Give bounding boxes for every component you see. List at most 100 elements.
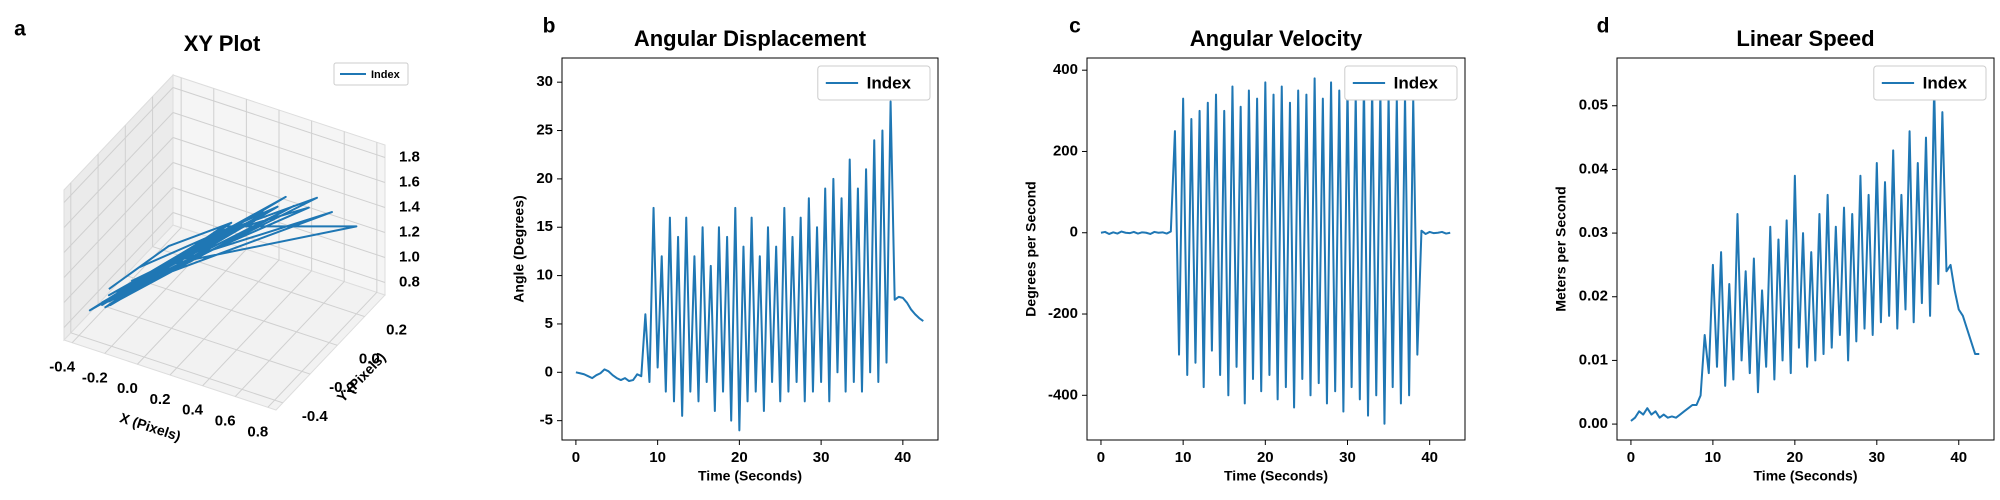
legend-label: Index <box>1394 73 1439 92</box>
legend-box <box>333 62 409 86</box>
grid-line <box>125 274 338 346</box>
y-axis-label: Angle (Degrees) <box>511 195 527 302</box>
x-tick-label: -0.4 <box>49 359 76 376</box>
grid-line <box>169 259 280 376</box>
x-tick-label: 30 <box>1868 449 1885 466</box>
y-tick-label: 0.2 <box>386 322 407 339</box>
x-tick-label: 20 <box>1257 449 1274 466</box>
x-tick-label: 40 <box>1950 449 1967 466</box>
x-tick-label: 0.8 <box>247 423 268 440</box>
legend-label: Index <box>1923 73 1968 92</box>
grid-line <box>63 162 174 278</box>
data-line <box>88 195 358 312</box>
grid-line <box>63 187 174 303</box>
x-tick-label: 30 <box>1339 449 1356 466</box>
y-tick-label: 30 <box>536 73 553 90</box>
grid-line <box>202 270 312 387</box>
x-axis-label: X (Pixels) <box>118 409 183 444</box>
grid-line <box>63 112 174 228</box>
x-tick-label: 20 <box>1787 449 1804 466</box>
grid-line <box>234 281 345 397</box>
y-tick-label: 15 <box>536 218 553 235</box>
z-tick-label: 1.4 <box>399 198 421 215</box>
grid-line <box>63 212 174 328</box>
y-tick-label: 10 <box>536 267 553 284</box>
legend-label: Index <box>867 73 912 92</box>
grid-line <box>63 137 174 253</box>
x-tick-label: -0.2 <box>82 369 108 386</box>
y-tick-label: 200 <box>1053 142 1078 159</box>
panel-label: a <box>14 18 26 41</box>
y-tick-label: -0.4 <box>302 408 329 425</box>
data-line <box>575 100 924 432</box>
y-tick-label: 0.00 <box>1579 415 1608 432</box>
y-tick-label: 0.01 <box>1579 351 1608 368</box>
z-tick-label: 1.6 <box>399 173 420 190</box>
x-tick-label: 10 <box>1175 449 1192 466</box>
chart-title: Angular Displacement <box>634 26 867 51</box>
x-tick-label: 0 <box>1627 449 1635 466</box>
panel-label: b <box>543 15 556 38</box>
x-axis-label: Time (Seconds) <box>1754 468 1858 484</box>
chart-title: XY Plot <box>184 31 261 56</box>
y-axis-label: Meters per Second <box>1553 186 1569 311</box>
plot-frame <box>1616 57 1995 441</box>
x-tick-label: 0.2 <box>150 391 171 408</box>
grid-line <box>172 137 386 208</box>
grid-line <box>97 303 311 375</box>
legend-box <box>1344 65 1458 101</box>
y-tick-label: 20 <box>536 170 553 187</box>
panel-label: d <box>1597 15 1610 38</box>
legend-box <box>817 65 931 101</box>
y-tick-label: -200 <box>1048 305 1078 322</box>
chart-title: Angular Velocity <box>1190 26 1363 51</box>
plot-frame <box>561 57 939 441</box>
y-tick-label: 5 <box>545 315 553 332</box>
x-tick-label: 0 <box>572 449 580 466</box>
z-tick-label: 1.8 <box>399 148 420 165</box>
data-line <box>1100 77 1451 425</box>
x-tick-label: 10 <box>1705 449 1722 466</box>
panel-label: c <box>1069 15 1081 38</box>
grid-line <box>172 212 386 283</box>
y-tick-label: -5 <box>540 412 553 429</box>
y-axis-label: Degrees per Second <box>1023 181 1039 316</box>
y-tick-label: 0.05 <box>1579 97 1608 114</box>
y-tick-label: -0.2 <box>329 379 355 396</box>
grid-line <box>63 87 174 203</box>
y-tick-label: 0 <box>545 363 553 380</box>
y-tick-label: 0.0 <box>359 350 380 367</box>
plot-frame <box>1086 57 1466 441</box>
x-tick-label: 20 <box>731 449 748 466</box>
x-tick-label: 30 <box>813 449 830 466</box>
z-tick-label: 0.8 <box>399 273 420 290</box>
y-tick-label: 0 <box>1070 224 1078 241</box>
y-tick-label: 0.04 <box>1579 160 1609 177</box>
data-line <box>1630 85 1980 422</box>
grid-line <box>267 291 378 408</box>
x-axis-label: Time (Seconds) <box>1224 468 1328 484</box>
legend-label: Index <box>371 69 401 81</box>
y-tick-label: 400 <box>1053 61 1078 78</box>
x-tick-label: 0 <box>1097 449 1105 466</box>
y-tick-label: 0.02 <box>1579 288 1608 305</box>
grid-line <box>172 187 386 258</box>
grid-line <box>172 87 386 158</box>
x-tick-label: 0.6 <box>215 413 236 430</box>
x-tick-label: 0.4 <box>182 402 204 419</box>
x-tick-label: 10 <box>649 449 666 466</box>
x-tick-label: 40 <box>1421 449 1438 466</box>
chart-title: Linear Speed <box>1736 26 1874 51</box>
legend-box <box>1873 65 1987 101</box>
y-tick-label: -400 <box>1048 386 1078 403</box>
y-tick-label: 25 <box>536 122 553 139</box>
z-tick-label: 1.2 <box>399 223 420 240</box>
x-tick-label: 0.0 <box>117 380 138 397</box>
x-axis-label: Time (Seconds) <box>698 468 802 484</box>
grid-line <box>137 248 247 365</box>
x-tick-label: 40 <box>895 449 912 466</box>
grid-line <box>172 162 386 233</box>
y-tick-label: 0.03 <box>1579 224 1608 241</box>
grid-line <box>172 112 386 183</box>
